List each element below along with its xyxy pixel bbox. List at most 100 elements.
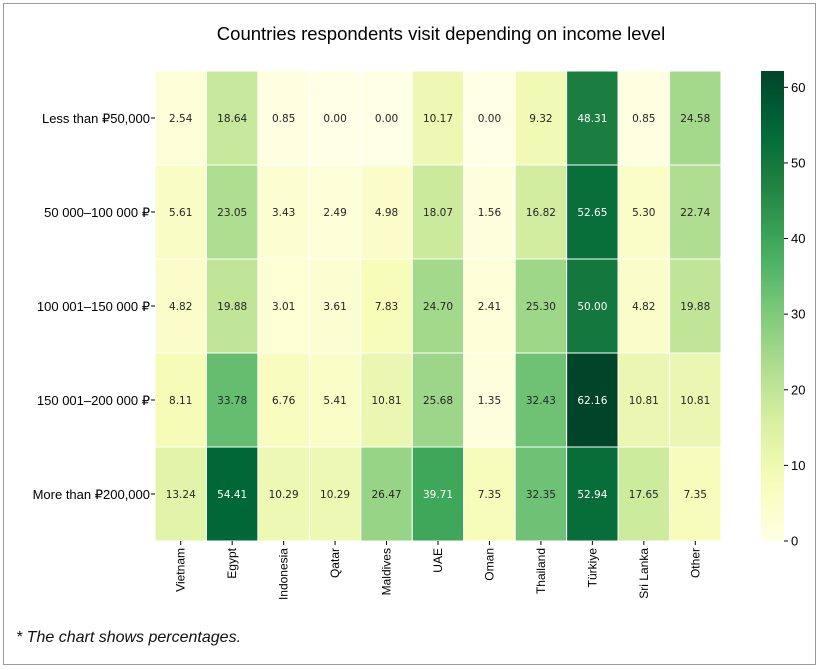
x-tick-label: Qatar xyxy=(328,548,342,578)
y-tick-label: 150 001–200 000 ₽ xyxy=(37,393,150,408)
cell-value-label: 25.68 xyxy=(423,395,453,407)
colorbar-tick-label: 0 xyxy=(791,534,798,549)
cell-value-label: 9.32 xyxy=(529,113,552,125)
cell-value-label: 62.16 xyxy=(577,395,607,407)
cell-value-label: 19.88 xyxy=(217,301,247,313)
heatmap-cell xyxy=(205,446,259,542)
cell-value-label: 19.88 xyxy=(680,301,710,313)
heatmap-cell xyxy=(411,164,465,260)
cell-value-label: 0.85 xyxy=(272,113,295,125)
x-tick-label: Egypt xyxy=(225,547,239,578)
heatmap-cell xyxy=(308,164,362,260)
cell-value-label: 50.00 xyxy=(577,301,607,313)
heatmap-cell xyxy=(566,352,619,448)
y-tick-label: 50 000–100 000 ₽ xyxy=(44,205,150,220)
cell-value-label: 24.70 xyxy=(423,301,453,313)
cell-value-label: 7.83 xyxy=(375,301,398,313)
heatmap-cell xyxy=(514,164,568,260)
cell-value-label: 2.49 xyxy=(323,207,346,219)
x-axis-labels: Vietnam Egypt Indonesia Qatar Maldives UAE Oma… xyxy=(174,541,702,600)
cell-value-label: 10.17 xyxy=(423,113,453,125)
heatmap-cell xyxy=(308,258,362,354)
cell-value-label: 54.41 xyxy=(217,489,247,501)
x-tick-label: Türkiye xyxy=(585,548,599,588)
cell-value-label: 52.65 xyxy=(577,207,607,219)
cell-value-label: 22.74 xyxy=(680,207,710,219)
heatmap-cell xyxy=(205,258,259,354)
x-tick-label: Indonesia xyxy=(277,548,291,600)
x-tick-label: Thailand xyxy=(534,548,548,594)
heatmap-cell xyxy=(617,164,671,260)
heatmap-cell xyxy=(360,258,413,354)
y-tick-label: More than ₽200,000 xyxy=(33,487,150,502)
heatmap-cell xyxy=(205,164,259,260)
heatmap-cell xyxy=(257,446,310,542)
heatmap-cell xyxy=(154,446,207,542)
cell-value-label: 3.43 xyxy=(272,207,295,219)
y-axis-labels: Less than ₽50,000 50 000–100 000 ₽ 100 001… xyxy=(33,111,155,502)
heatmap-cell xyxy=(463,164,516,260)
heatmap-cell xyxy=(154,70,207,166)
heatmap-cell xyxy=(257,70,310,166)
cell-value-label: 10.81 xyxy=(680,395,710,407)
x-tick-label: Oman xyxy=(482,548,496,581)
x-tick-label: UAE xyxy=(431,548,445,573)
colorbar-tick-label: 50 xyxy=(791,155,805,170)
cell-value-label: 8.11 xyxy=(169,395,192,407)
chart-title: Countries respondents visit depending on… xyxy=(217,23,665,44)
cell-value-label: 25.30 xyxy=(526,301,556,313)
cell-value-label: 26.47 xyxy=(372,489,402,501)
cell-value-label: 0.85 xyxy=(632,113,655,125)
cell-value-label: 48.31 xyxy=(577,113,607,125)
cell-value-label: 18.07 xyxy=(423,207,453,219)
heatmap-cell xyxy=(411,446,465,542)
colorbar: 0 10 20 30 40 50 60 xyxy=(761,71,805,549)
x-tick-label: Maldives xyxy=(380,548,394,595)
y-tick-label: Less than ₽50,000 xyxy=(42,111,150,126)
cell-value-label: 3.01 xyxy=(272,301,295,313)
colorbar-tick-label: 40 xyxy=(791,231,805,246)
heatmap-cell xyxy=(669,352,722,448)
heatmap-cell xyxy=(308,446,362,542)
cell-value-label: 0.00 xyxy=(375,113,398,125)
cell-value-label: 52.94 xyxy=(577,489,607,501)
cell-value-label: 23.05 xyxy=(217,207,247,219)
heatmap-cell xyxy=(514,446,568,542)
cell-value-label: 39.71 xyxy=(423,489,453,501)
colorbar-tick-label: 20 xyxy=(791,382,805,397)
cell-value-label: 3.61 xyxy=(323,301,346,313)
cell-value-label: 2.54 xyxy=(169,113,193,125)
x-tick-label: Other xyxy=(688,548,702,578)
heatmap-cell xyxy=(308,352,362,448)
cell-value-label: 1.35 xyxy=(478,395,501,407)
colorbar-tick-label: 10 xyxy=(791,458,805,473)
cell-value-label: 17.65 xyxy=(629,489,659,501)
heatmap-cell xyxy=(360,70,413,166)
heatmap-cell xyxy=(566,446,619,542)
heatmap-cell xyxy=(205,70,259,166)
cell-value-label: 4.82 xyxy=(169,301,192,313)
y-tick-label: 100 001–150 000 ₽ xyxy=(37,299,150,314)
heatmap-cell xyxy=(514,258,568,354)
cell-value-label: 10.81 xyxy=(372,395,402,407)
cell-value-label: 4.98 xyxy=(375,207,398,219)
cell-value-label: 10.29 xyxy=(320,489,350,501)
cell-value-label: 18.64 xyxy=(217,113,247,125)
footnote: * The chart shows percentages. xyxy=(16,629,242,646)
colorbar-tick-label: 60 xyxy=(791,80,805,95)
heatmap-cells xyxy=(154,70,722,542)
heatmap-cell xyxy=(617,446,671,542)
x-tick-label: Sri Lanka xyxy=(637,548,651,599)
heatmap-cell xyxy=(360,446,413,542)
cell-value-label: 32.35 xyxy=(526,489,556,501)
heatmap-cell xyxy=(669,164,722,260)
cell-value-label: 0.00 xyxy=(478,113,501,125)
cell-value-label: 16.82 xyxy=(526,207,556,219)
cell-value-label: 5.61 xyxy=(169,207,192,219)
cell-value-label: 10.81 xyxy=(629,395,659,407)
heatmap-cell xyxy=(463,70,516,166)
cell-value-label: 7.35 xyxy=(684,489,707,501)
cell-value-label: 0.00 xyxy=(323,113,346,125)
heatmap-cell-labels: 2.54 18.64 0.85 0.00 0.00 10.17 0.00 9.32 48.31 0… xyxy=(166,113,711,501)
heatmap-cell xyxy=(205,352,259,448)
